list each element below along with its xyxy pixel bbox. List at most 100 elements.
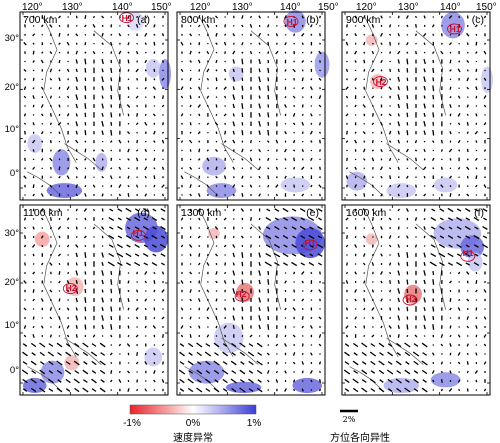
anisotropy-stick: [363, 42, 366, 46]
anisotropy-stick: [483, 50, 487, 55]
anisotropy-stick: [354, 289, 358, 293]
anisotropy-stick: [475, 175, 478, 180]
anisotropy-stick: [309, 86, 313, 91]
anisotropy-stick: [319, 271, 321, 275]
anisotropy-stick: [214, 121, 219, 126]
anisotropy-stick: [363, 51, 366, 54]
velocity-anomaly-blob: [65, 277, 84, 297]
anisotropy-stick: [318, 104, 322, 108]
anisotropy-stick: [345, 86, 349, 91]
anisotropy-stick: [101, 208, 104, 212]
anisotropy-stick: [370, 370, 376, 374]
lat-label: 0°: [10, 365, 19, 376]
lon-label: 140°: [112, 2, 133, 13]
anisotropy-stick: [213, 387, 220, 393]
anisotropy-stick: [258, 120, 261, 127]
anisotropy-stick: [481, 243, 489, 249]
anisotropy-stick: [354, 193, 357, 197]
anisotropy-stick: [346, 226, 348, 230]
anisotropy-stick: [187, 387, 194, 393]
anisotropy-stick: [395, 378, 402, 384]
anisotropy-stick: [249, 334, 253, 338]
anisotropy-stick: [318, 95, 322, 100]
anisotropy-stick: [179, 388, 185, 392]
anisotropy-stick: [206, 253, 209, 257]
anisotropy-stick: [466, 290, 469, 292]
anisotropy-stick: [447, 217, 454, 221]
anisotropy-stick: [215, 69, 218, 72]
anisotropy-stick: [466, 388, 469, 392]
anisotropy-stick: [127, 370, 130, 374]
velocity-anomaly-blob: [27, 134, 43, 154]
anisotropy-stick: [466, 113, 469, 117]
anisotropy-stick: [344, 351, 350, 357]
anisotropy-stick: [310, 78, 313, 81]
anisotropy-stick: [267, 112, 270, 118]
anisotropy-stick: [241, 334, 244, 338]
anisotropy-stick: [449, 69, 452, 72]
velocity-anomaly-blob: [292, 377, 323, 394]
anisotropy-stick: [292, 68, 296, 73]
panel-tag: (f): [474, 207, 484, 219]
anisotropy-stick: [110, 149, 113, 152]
anisotropy-stick: [274, 217, 279, 221]
anisotropy-stick: [389, 78, 392, 81]
anisotropy-stick: [250, 217, 252, 221]
anisotropy-stick: [282, 217, 289, 221]
anisotropy-stick: [415, 184, 417, 188]
anisotropy-stick: [258, 15, 261, 19]
anisotropy-stick: [224, 226, 227, 230]
anisotropy-stick: [110, 67, 113, 73]
anisotropy-stick: [57, 226, 62, 230]
anisotropy-stick: [448, 244, 453, 248]
marker-label: H2: [66, 283, 77, 293]
anisotropy-stick: [153, 370, 156, 374]
anisotropy-stick: [258, 297, 261, 303]
anisotropy-stick: [127, 86, 130, 90]
anisotropy-stick: [49, 262, 53, 266]
anisotropy-stick: [318, 262, 322, 266]
anisotropy-stick: [406, 95, 409, 100]
anisotropy-stick: [456, 208, 462, 212]
anisotropy-stick: [67, 149, 69, 152]
anisotropy-stick: [423, 193, 427, 197]
anisotropy-stick: [40, 104, 44, 108]
anisotropy-stick: [180, 68, 184, 73]
anisotropy-stick: [448, 15, 453, 19]
anisotropy-stick: [101, 42, 104, 46]
anisotropy-stick: [40, 298, 44, 302]
anisotropy-stick: [135, 157, 139, 162]
anisotropy-stick: [101, 193, 104, 197]
anisotropy-stick: [58, 298, 61, 302]
colorbar: -1% 0% 1% 速度异常: [123, 404, 261, 443]
coastline: [64, 337, 102, 365]
anisotropy-stick: [354, 33, 357, 37]
anisotropy-stick: [362, 208, 366, 212]
anisotropy-stick: [127, 59, 130, 64]
anisotropy-stick: [181, 122, 183, 125]
anisotropy-stick: [363, 280, 366, 284]
anisotropy-stick: [430, 244, 436, 248]
anisotropy-stick: [162, 87, 164, 90]
anisotropy-stick: [30, 378, 37, 384]
anisotropy-stick: [206, 316, 210, 320]
anisotropy-stick: [267, 184, 270, 188]
anisotropy-stick: [110, 157, 113, 162]
anisotropy-stick: [300, 262, 306, 266]
anisotropy-stick: [293, 289, 296, 293]
anisotropy-stick: [101, 307, 104, 311]
anisotropy-stick: [58, 307, 61, 311]
anisotropy-stick: [144, 15, 148, 19]
anisotropy-stick: [258, 315, 261, 321]
anisotropy-stick: [125, 235, 132, 239]
anisotropy-stick: [318, 388, 322, 392]
anisotropy-stick: [84, 15, 87, 19]
anisotropy-stick: [180, 244, 184, 248]
anisotropy-stick: [292, 95, 296, 99]
anisotropy-stick: [449, 343, 452, 347]
anisotropy-stick: [432, 129, 435, 136]
anisotropy-stick: [49, 157, 53, 162]
anisotropy-stick: [82, 351, 89, 357]
anisotropy-stick: [215, 166, 218, 171]
anisotropy-stick: [484, 42, 486, 45]
